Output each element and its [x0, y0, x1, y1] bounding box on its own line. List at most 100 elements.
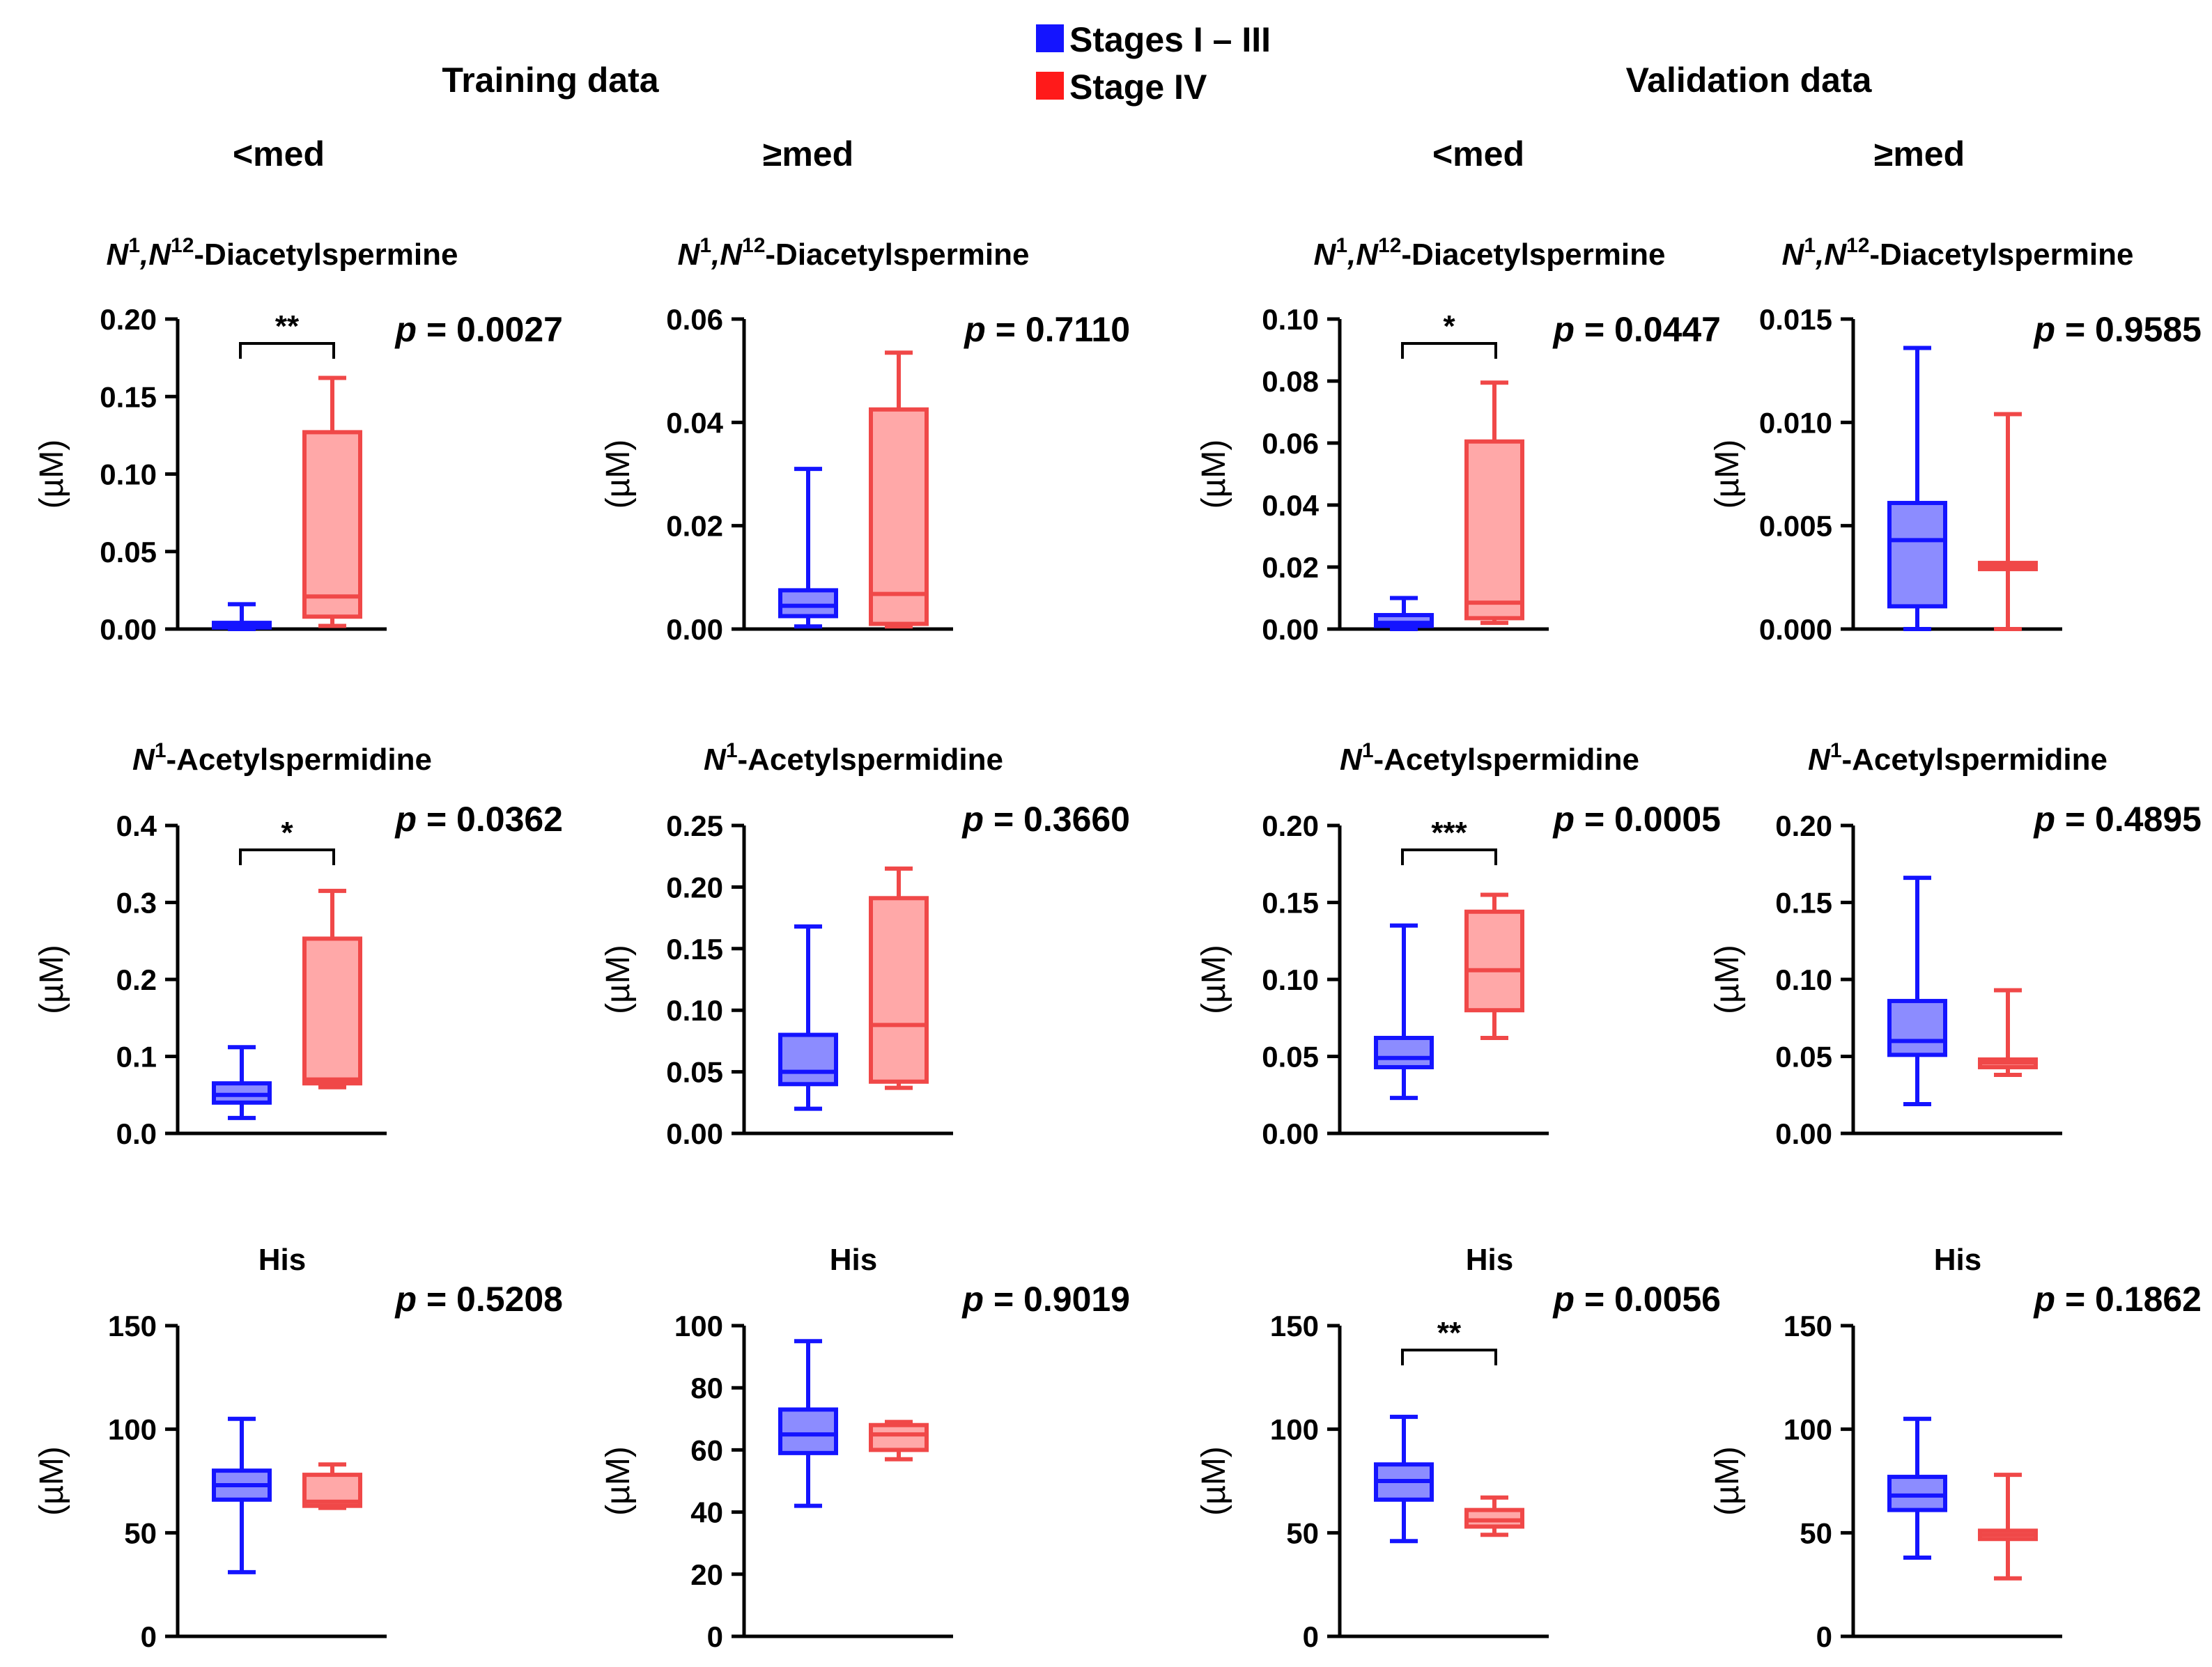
y-tick-label: 0.10 — [1262, 963, 1319, 996]
y-tick-label: 0.3 — [116, 887, 157, 920]
significance-bracket — [239, 342, 335, 359]
p-label: p — [1552, 1280, 1584, 1319]
y-tick-label: 0.06 — [1262, 427, 1319, 460]
y-tick-label: 0.00 — [1775, 1117, 1832, 1150]
title-sup: 1 — [1336, 234, 1347, 257]
panel-title: N1-Acetylspermidine — [704, 739, 1003, 777]
panel-title: N1-Acetylspermidine — [1808, 739, 2107, 777]
y-tick-label: 0.4 — [116, 809, 157, 842]
y-tick-label: 0.08 — [1262, 365, 1319, 398]
title-italic: N — [1808, 743, 1831, 777]
y-tick-label: 0.0 — [116, 1117, 157, 1150]
title-sup: 1 — [1362, 739, 1374, 762]
legend-label-stage-4: Stage IV — [1069, 68, 1207, 107]
p-label: p — [963, 310, 995, 349]
p-number: = 0.0056 — [1584, 1280, 1721, 1319]
box-stage-4 — [1464, 1495, 1524, 1537]
box-stages-1-3 — [1887, 876, 1947, 1107]
y-axis-label: (µM) — [1196, 1446, 1232, 1516]
p-number: = 0.0005 — [1584, 800, 1721, 839]
y-tick-label: 0.25 — [666, 809, 723, 842]
y-tick-label: 0.20 — [1262, 809, 1319, 842]
col-label-1: <med — [233, 134, 325, 173]
panel-title: N1,N12-Diacetylspermine — [1314, 234, 1666, 272]
y-tick-label: 0.015 — [1759, 303, 1832, 336]
p-value: p = 0.9585 — [2033, 310, 2202, 349]
title-rest: -Acetylspermidine — [167, 743, 432, 777]
box-stages-1-3 — [1374, 596, 1434, 631]
title-italic: ,N — [711, 238, 743, 272]
p-label: p — [394, 310, 426, 349]
panel-12: His p = 0.1862 (µM) 0 50 100 150 — [1709, 1243, 2202, 1653]
y-tick-label: 150 — [1784, 1310, 1832, 1342]
panel-10: His p = 0.9019 (µM) 0 20 40 60 80 100 — [600, 1243, 1130, 1653]
y-tick-label: 100 — [1270, 1413, 1319, 1446]
p-number: = 0.9019 — [993, 1280, 1130, 1319]
y-axis-label: (µM) — [600, 945, 637, 1014]
panel-title: N1,N12-Diacetylspermine — [1782, 234, 2134, 272]
y-tick-label: 0 — [1303, 1620, 1319, 1653]
y-axis-label: (µM) — [1196, 945, 1232, 1014]
p-value: p = 0.7110 — [963, 310, 1130, 349]
p-value: p = 0.0027 — [394, 310, 563, 349]
y-tick-label: 0.10 — [100, 458, 157, 491]
panel-title: N1-Acetylspermidine — [1340, 739, 1639, 777]
y-axis-label: (µM) — [600, 1446, 637, 1516]
y-tick-label: 0.00 — [666, 1117, 723, 1150]
y-axis-label: (µM) — [1196, 440, 1232, 509]
y-axis-label: (µM) — [1709, 1446, 1746, 1516]
title-italic: N — [132, 743, 155, 777]
box-stages-1-3 — [212, 1045, 272, 1120]
y-tick-label: 0.05 — [100, 536, 157, 568]
p-label: p — [2033, 310, 2065, 349]
box-stage-4 — [1464, 380, 1524, 626]
header-validation: Validation data — [1626, 61, 1873, 100]
p-number: = 0.1862 — [2065, 1280, 2202, 1319]
box-stage-4 — [302, 1462, 362, 1510]
y-axis-label: (µM) — [1709, 945, 1746, 1014]
y-tick-label: 0.20 — [100, 303, 157, 336]
y-tick-label: 150 — [108, 1310, 157, 1342]
p-label: p — [1552, 800, 1584, 839]
title-rest: -Acetylspermidine — [1374, 743, 1639, 777]
p-number: = 0.4895 — [2065, 800, 2202, 839]
p-number: = 0.0447 — [1584, 310, 1721, 349]
box-stage-4 — [302, 375, 362, 628]
box-stages-1-3 — [1374, 1414, 1434, 1544]
p-number: = 0.9585 — [2065, 310, 2202, 349]
p-label: p — [394, 800, 426, 839]
y-tick-label: 0.10 — [666, 994, 723, 1027]
y-tick-label: 100 — [1784, 1413, 1832, 1446]
box-stages-1-3 — [1887, 346, 1947, 631]
y-tick-label: 0.00 — [1262, 613, 1319, 646]
y-tick-label: 0.05 — [666, 1056, 723, 1089]
iqr-box — [778, 588, 838, 619]
y-tick-label: 0.15 — [1775, 887, 1832, 920]
y-tick-label: 0.20 — [666, 871, 723, 904]
title-rest: -Acetylspermidine — [738, 743, 1003, 777]
y-tick-label: 50 — [124, 1517, 157, 1549]
p-label: p — [961, 1280, 993, 1319]
p-number: = 0.0027 — [426, 310, 563, 349]
significance-stars: ** — [275, 309, 300, 343]
significance-bracket — [1401, 342, 1497, 359]
p-value: p = 0.0362 — [394, 800, 563, 839]
iqr-box — [1464, 439, 1524, 621]
title-sup: 12 — [1846, 234, 1869, 257]
box-stages-1-3 — [212, 1416, 272, 1574]
title-sup: 1 — [155, 739, 167, 762]
panel-title: N1,N12-Diacetylspermine — [107, 234, 458, 272]
title-sup: 1 — [1830, 739, 1842, 762]
title-sup: 12 — [742, 234, 765, 257]
y-tick-label: 50 — [1800, 1517, 1832, 1549]
y-tick-label: 0.02 — [1262, 551, 1319, 584]
panel-8: N1-Acetylspermidine p = 0.4895 (µM) 0.00 0.0… — [1709, 739, 2202, 1150]
panels: N1,N12-Diacetylspermine p = 0.0027 (µM) 0.0… — [33, 234, 2202, 1653]
panel-5: N1-Acetylspermidine p = 0.0362 (µM) 0.0 0.1 0… — [33, 739, 563, 1150]
panel-title: His — [1934, 1243, 1981, 1277]
y-axis-label: (µM) — [1709, 440, 1746, 509]
legend-label-stages-1-3: Stages I – III — [1069, 20, 1271, 59]
y-tick-label: 0.005 — [1759, 510, 1832, 543]
y-tick-label: 0.15 — [100, 380, 157, 413]
